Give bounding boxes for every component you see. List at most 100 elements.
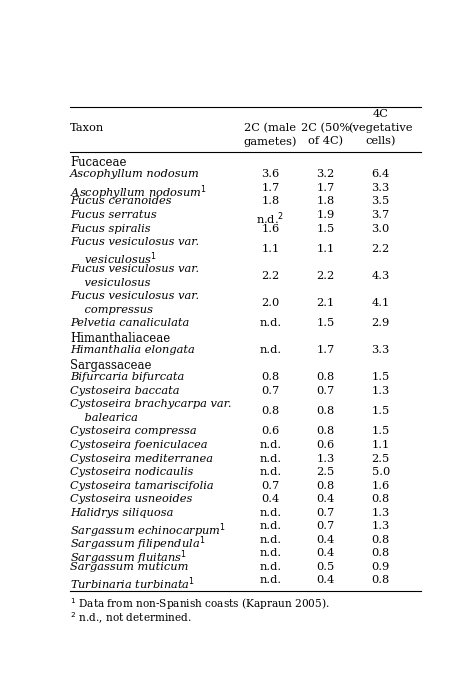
Text: n.d.: n.d. <box>259 345 282 356</box>
Text: 0.4: 0.4 <box>261 494 280 504</box>
Text: compressus: compressus <box>70 305 153 315</box>
Text: vesiculosus$^{1}$: vesiculosus$^{1}$ <box>70 251 157 267</box>
Text: (vegetative: (vegetative <box>348 123 413 133</box>
Text: 0.4: 0.4 <box>317 575 335 585</box>
Text: 2.0: 2.0 <box>261 298 280 308</box>
Text: 0.6: 0.6 <box>317 440 335 450</box>
Text: 1.5: 1.5 <box>317 223 335 234</box>
Text: Fucus serratus: Fucus serratus <box>70 210 157 220</box>
Text: 3.3: 3.3 <box>372 345 390 356</box>
Text: 0.7: 0.7 <box>317 508 335 517</box>
Text: n.d.$^{2}$: n.d.$^{2}$ <box>256 210 284 227</box>
Text: Fucus spiralis: Fucus spiralis <box>70 223 151 234</box>
Text: Ascophyllum nodosum$^{1}$: Ascophyllum nodosum$^{1}$ <box>70 183 207 202</box>
Text: n.d.: n.d. <box>259 562 282 572</box>
Text: Fucus vesiculosus var.: Fucus vesiculosus var. <box>70 237 200 247</box>
Text: Halidrys siliquosa: Halidrys siliquosa <box>70 508 173 517</box>
Text: Cystoseira compressa: Cystoseira compressa <box>70 426 197 436</box>
Text: Ascophyllum nodosum: Ascophyllum nodosum <box>70 169 200 179</box>
Text: Taxon: Taxon <box>70 123 105 133</box>
Text: Bifurcaria bifurcata: Bifurcaria bifurcata <box>70 372 184 382</box>
Text: 1.6: 1.6 <box>372 481 390 491</box>
Text: Fucus ceranoides: Fucus ceranoides <box>70 196 172 207</box>
Text: Sargassum filipendula$^{1}$: Sargassum filipendula$^{1}$ <box>70 535 206 553</box>
Text: 1.3: 1.3 <box>372 521 390 531</box>
Text: $^{2}$ n.d., not determined.: $^{2}$ n.d., not determined. <box>70 611 192 626</box>
Text: Sargassum echinocarpum$^{1}$: Sargassum echinocarpum$^{1}$ <box>70 521 227 539</box>
Text: n.d.: n.d. <box>259 467 282 477</box>
Text: 2.5: 2.5 <box>317 467 335 477</box>
Text: balearica: balearica <box>70 413 138 423</box>
Text: 1.5: 1.5 <box>317 318 335 328</box>
Text: Cystoseira foeniculacea: Cystoseira foeniculacea <box>70 440 208 450</box>
Text: 4.3: 4.3 <box>372 271 390 281</box>
Text: Himanthaliaceae: Himanthaliaceae <box>70 332 171 344</box>
Text: of 4C): of 4C) <box>308 136 343 147</box>
Text: 0.4: 0.4 <box>317 535 335 545</box>
Text: Cystoseira baccata: Cystoseira baccata <box>70 386 180 396</box>
Text: 0.8: 0.8 <box>261 407 280 416</box>
Text: 1.1: 1.1 <box>317 244 335 254</box>
Text: 0.8: 0.8 <box>317 407 335 416</box>
Text: 2.5: 2.5 <box>372 453 390 464</box>
Text: Turbinaria turbinata$^{1}$: Turbinaria turbinata$^{1}$ <box>70 575 195 592</box>
Text: n.d.: n.d. <box>259 440 282 450</box>
Text: 3.2: 3.2 <box>317 169 335 179</box>
Text: 1.1: 1.1 <box>372 440 390 450</box>
Text: 3.6: 3.6 <box>261 169 280 179</box>
Text: 1.3: 1.3 <box>317 453 335 464</box>
Text: 0.4: 0.4 <box>317 548 335 558</box>
Text: 1.6: 1.6 <box>261 223 280 234</box>
Text: Sargassaceae: Sargassaceae <box>70 359 152 372</box>
Text: n.d.: n.d. <box>259 453 282 464</box>
Text: 0.8: 0.8 <box>372 494 390 504</box>
Text: 3.5: 3.5 <box>372 196 390 207</box>
Text: Sargassum fluitans$^{1}$: Sargassum fluitans$^{1}$ <box>70 548 188 567</box>
Text: 1.3: 1.3 <box>372 508 390 517</box>
Text: 2.2: 2.2 <box>372 244 390 254</box>
Text: 1.5: 1.5 <box>372 426 390 436</box>
Text: Cystoseira usneoides: Cystoseira usneoides <box>70 494 192 504</box>
Text: 0.4: 0.4 <box>317 494 335 504</box>
Text: n.d.: n.d. <box>259 575 282 585</box>
Text: 1.7: 1.7 <box>317 345 335 356</box>
Text: 0.9: 0.9 <box>372 562 390 572</box>
Text: 4.1: 4.1 <box>372 298 390 308</box>
Text: 3.0: 3.0 <box>372 223 390 234</box>
Text: 5.0: 5.0 <box>372 467 390 477</box>
Text: n.d.: n.d. <box>259 318 282 328</box>
Text: 1.5: 1.5 <box>372 407 390 416</box>
Text: 1.5: 1.5 <box>372 372 390 382</box>
Text: 2C (50%: 2C (50% <box>301 123 350 133</box>
Text: 0.5: 0.5 <box>317 562 335 572</box>
Text: 6.4: 6.4 <box>372 169 390 179</box>
Text: n.d.: n.d. <box>259 548 282 558</box>
Text: 0.8: 0.8 <box>372 535 390 545</box>
Text: $^{1}$ Data from non-Spanish coasts (Kapraun 2005).: $^{1}$ Data from non-Spanish coasts (Kap… <box>70 596 330 612</box>
Text: 3.7: 3.7 <box>372 210 390 220</box>
Text: cells): cells) <box>365 136 396 147</box>
Text: Cystoseira nodicaulis: Cystoseira nodicaulis <box>70 467 194 477</box>
Text: vesiculosus: vesiculosus <box>70 278 151 287</box>
Text: 2.2: 2.2 <box>317 271 335 281</box>
Text: 1.3: 1.3 <box>372 386 390 396</box>
Text: 1.8: 1.8 <box>317 196 335 207</box>
Text: 2.9: 2.9 <box>372 318 390 328</box>
Text: 0.6: 0.6 <box>261 426 280 436</box>
Text: Cystoseira brachycarpa var.: Cystoseira brachycarpa var. <box>70 400 232 409</box>
Text: Fucus vesiculosus var.: Fucus vesiculosus var. <box>70 264 200 274</box>
Text: Cystoseira tamariscifolia: Cystoseira tamariscifolia <box>70 481 214 491</box>
Text: 1.1: 1.1 <box>261 244 280 254</box>
Text: 0.8: 0.8 <box>261 372 280 382</box>
Text: 0.7: 0.7 <box>317 521 335 531</box>
Text: 0.7: 0.7 <box>261 481 280 491</box>
Text: 2.1: 2.1 <box>317 298 335 308</box>
Text: gametes): gametes) <box>244 136 297 147</box>
Text: 1.7: 1.7 <box>261 183 280 193</box>
Text: n.d.: n.d. <box>259 535 282 545</box>
Text: 1.9: 1.9 <box>317 210 335 220</box>
Text: n.d.: n.d. <box>259 508 282 517</box>
Text: 0.7: 0.7 <box>261 386 280 396</box>
Text: 4C: 4C <box>373 109 389 119</box>
Text: 0.8: 0.8 <box>372 575 390 585</box>
